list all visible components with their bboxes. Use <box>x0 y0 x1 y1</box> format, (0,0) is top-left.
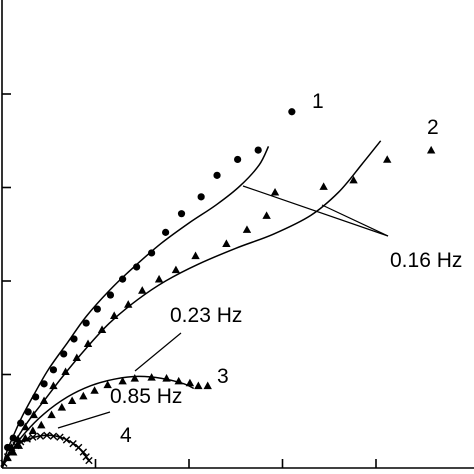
data-point-series-3 <box>37 420 46 429</box>
data-point-series-3 <box>79 391 88 400</box>
data-point-series-1 <box>9 434 17 442</box>
data-point-series-2 <box>171 265 181 274</box>
data-point-series-4 <box>69 439 77 448</box>
series-label-1: 1 <box>312 90 324 113</box>
data-point-series-2 <box>349 175 358 184</box>
data-point-series-2 <box>49 381 58 390</box>
data-point-series-4 <box>29 433 37 441</box>
frequency-label-0-85-hz: 0.85 Hz <box>110 385 182 408</box>
data-point-series-3 <box>130 374 139 382</box>
data-point-series-2 <box>110 311 119 319</box>
frequency-label-0-16-hz: 0.16 Hz <box>390 249 462 272</box>
data-point-series-1 <box>197 193 205 201</box>
data-point-series-2 <box>138 286 147 294</box>
data-point-series-1 <box>70 335 78 343</box>
data-point-series-2 <box>124 300 133 308</box>
data-point-series-1 <box>213 171 221 179</box>
data-point-series-3 <box>90 386 99 394</box>
data-point-series-2 <box>21 422 30 431</box>
data-point-series-4 <box>0 459 8 468</box>
data-point-series-4 <box>3 453 12 461</box>
data-point-series-3 <box>9 447 18 456</box>
data-point-series-2 <box>61 367 70 376</box>
data-point-series-3 <box>162 374 171 382</box>
data-point-series-2 <box>270 187 280 196</box>
data-point-series-1 <box>148 249 156 257</box>
fit-curve-series-1 <box>1 146 270 469</box>
data-point-series-4 <box>17 438 25 446</box>
data-point-series-2 <box>191 251 200 260</box>
data-point-series-2 <box>262 211 271 219</box>
data-point-series-3 <box>28 426 38 434</box>
series-label-4: 4 <box>120 424 132 447</box>
series-label-3: 3 <box>217 365 229 388</box>
data-point-series-2 <box>242 225 252 233</box>
data-point-series-2 <box>319 182 328 190</box>
data-point-series-1 <box>82 319 90 327</box>
data-point-series-1 <box>24 408 32 416</box>
data-point-series-4 <box>43 431 51 439</box>
series-label-2: 2 <box>427 116 439 139</box>
data-point-series-1 <box>49 366 58 374</box>
data-point-series-1 <box>162 228 170 236</box>
data-point-series-1 <box>234 155 242 164</box>
data-point-series-4 <box>23 435 31 443</box>
data-point-series-4 <box>36 432 45 440</box>
data-point-series-1 <box>106 291 115 299</box>
data-point-series-4 <box>85 456 93 465</box>
data-point-series-3 <box>47 410 56 419</box>
data-point-series-2 <box>97 325 107 333</box>
data-point-series-1 <box>288 108 296 116</box>
data-point-series-4 <box>62 436 71 444</box>
data-point-series-4 <box>56 433 64 441</box>
data-point-series-1 <box>254 146 262 154</box>
data-point-series-1 <box>93 305 101 313</box>
data-point-series-3 <box>203 381 212 390</box>
data-point-series-2 <box>29 410 38 419</box>
data-point-series-4 <box>49 432 58 440</box>
data-point-series-1 <box>40 380 48 388</box>
data-point-series-3 <box>57 403 67 411</box>
data-point-series-2 <box>383 155 392 163</box>
data-point-series-3 <box>103 380 112 389</box>
data-point-series-3 <box>174 376 183 385</box>
annotation-leader-line <box>242 185 389 237</box>
data-point-series-1 <box>32 393 40 401</box>
annotation-leader-line <box>57 411 111 429</box>
data-point-series-2 <box>154 274 164 283</box>
data-point-series-3 <box>67 396 77 405</box>
data-point-series-1 <box>60 350 68 358</box>
data-point-series-2 <box>222 239 231 247</box>
annotation-leader-line <box>134 332 182 372</box>
data-point-series-3 <box>147 373 156 381</box>
data-point-series-3 <box>185 378 195 387</box>
annotation-leader-lines <box>57 185 389 429</box>
data-point-series-1 <box>133 263 141 271</box>
data-point-series-2 <box>426 145 436 154</box>
annotation-leader-line <box>321 204 389 237</box>
data-point-series-1 <box>119 275 127 283</box>
data-point-series-2 <box>72 353 81 362</box>
data-point-series-2 <box>83 339 93 348</box>
data-point-series-1 <box>17 419 25 427</box>
data-point-series-4 <box>79 448 88 456</box>
data-point-series-3 <box>194 381 203 390</box>
data-point-series-1 <box>177 210 186 218</box>
annotation-labels: 1 2 3 4 0.16 Hz 0.23 Hz 0.85 Hz <box>110 90 462 447</box>
frequency-label-0-23-hz: 0.23 Hz <box>170 304 242 327</box>
data-point-series-2 <box>39 396 49 405</box>
data-point-series-3 <box>118 376 127 385</box>
data-markers <box>0 108 436 468</box>
